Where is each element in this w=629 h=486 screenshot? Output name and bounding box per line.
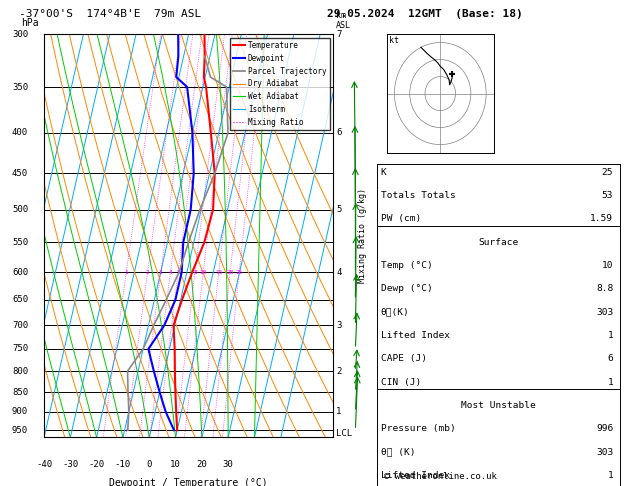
Text: 1: 1 [125, 270, 128, 275]
Text: 4: 4 [169, 270, 172, 275]
Text: Surface: Surface [479, 238, 518, 247]
Text: PW (cm): PW (cm) [381, 214, 421, 224]
Text: 750: 750 [12, 345, 28, 353]
Text: 3: 3 [159, 270, 163, 275]
Text: 8: 8 [193, 270, 197, 275]
Text: 303: 303 [596, 308, 613, 317]
Text: 550: 550 [12, 238, 28, 247]
Text: kt: kt [389, 36, 399, 45]
Text: 950: 950 [12, 426, 28, 435]
Text: 4: 4 [337, 268, 342, 277]
Text: 500: 500 [12, 205, 28, 214]
Text: Totals Totals: Totals Totals [381, 191, 455, 200]
Text: 10: 10 [170, 460, 181, 469]
Text: 400: 400 [12, 128, 28, 138]
Text: -20: -20 [89, 460, 104, 469]
Text: -37°00'S  174°4B'E  79m ASL: -37°00'S 174°4B'E 79m ASL [19, 9, 201, 19]
Text: 5: 5 [337, 205, 342, 214]
Text: 350: 350 [12, 83, 28, 91]
Text: 1: 1 [608, 471, 613, 480]
Text: 450: 450 [12, 169, 28, 178]
Text: 900: 900 [12, 407, 28, 416]
Text: Dewpoint / Temperature (°C): Dewpoint / Temperature (°C) [109, 478, 268, 486]
Text: 20: 20 [226, 270, 234, 275]
Text: 6: 6 [337, 128, 342, 138]
Text: Lifted Index: Lifted Index [381, 471, 450, 480]
Text: CIN (J): CIN (J) [381, 378, 421, 387]
Text: km
ASL: km ASL [337, 11, 351, 30]
Text: 650: 650 [12, 295, 28, 304]
Text: 2: 2 [337, 366, 342, 376]
Text: © weatheronline.co.uk: © weatheronline.co.uk [384, 472, 496, 481]
Text: 10: 10 [199, 270, 207, 275]
Text: θᴇ (K): θᴇ (K) [381, 448, 415, 457]
Text: LCL: LCL [337, 429, 352, 438]
Text: 6: 6 [608, 354, 613, 364]
Text: 996: 996 [596, 424, 613, 434]
Text: Most Unstable: Most Unstable [461, 401, 536, 410]
Text: hPa: hPa [21, 18, 38, 28]
Text: Lifted Index: Lifted Index [381, 331, 450, 340]
Text: Dewp (°C): Dewp (°C) [381, 284, 432, 294]
Text: -10: -10 [115, 460, 131, 469]
Text: 3: 3 [337, 321, 342, 330]
Text: Temp (°C): Temp (°C) [381, 261, 432, 270]
Text: 29.05.2024  12GMT  (Base: 18): 29.05.2024 12GMT (Base: 18) [327, 9, 523, 19]
Text: θᴇ(K): θᴇ(K) [381, 308, 409, 317]
Text: 300: 300 [12, 30, 28, 38]
Text: 600: 600 [12, 268, 28, 277]
Text: 1: 1 [337, 407, 342, 416]
Text: 25: 25 [602, 168, 613, 177]
Text: 15: 15 [215, 270, 223, 275]
Text: CAPE (J): CAPE (J) [381, 354, 426, 364]
Text: Mixing Ratio (g/kg): Mixing Ratio (g/kg) [358, 188, 367, 283]
Text: -30: -30 [62, 460, 79, 469]
Text: 20: 20 [196, 460, 207, 469]
Text: 800: 800 [12, 366, 28, 376]
Text: 1: 1 [608, 331, 613, 340]
Text: 303: 303 [596, 448, 613, 457]
Text: 2: 2 [146, 270, 150, 275]
Text: 25: 25 [235, 270, 243, 275]
Text: Pressure (mb): Pressure (mb) [381, 424, 455, 434]
Text: 700: 700 [12, 321, 28, 330]
Text: 1: 1 [608, 378, 613, 387]
Legend: Temperature, Dewpoint, Parcel Trajectory, Dry Adiabat, Wet Adiabat, Isotherm, Mi: Temperature, Dewpoint, Parcel Trajectory… [230, 38, 330, 130]
Text: 0: 0 [147, 460, 152, 469]
Text: 30: 30 [223, 460, 233, 469]
Text: 5: 5 [176, 270, 180, 275]
Text: 10: 10 [602, 261, 613, 270]
Text: 1.59: 1.59 [590, 214, 613, 224]
Text: 850: 850 [12, 387, 28, 397]
Text: 7: 7 [337, 30, 342, 38]
Text: -40: -40 [36, 460, 52, 469]
Text: 53: 53 [602, 191, 613, 200]
Text: K: K [381, 168, 386, 177]
Text: 8.8: 8.8 [596, 284, 613, 294]
